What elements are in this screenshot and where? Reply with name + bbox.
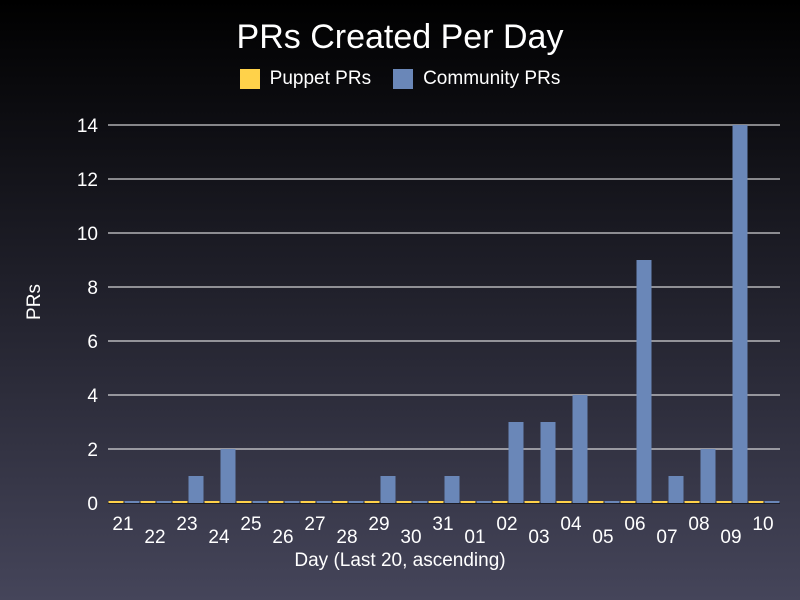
y-tick-label: 6 [87, 332, 98, 353]
y-tick-label: 14 [77, 116, 99, 137]
x-tick-label: 30 [400, 527, 421, 548]
x-tick-label: 03 [528, 527, 549, 548]
x-tick-label: 29 [368, 514, 389, 535]
chart-title: PRs Created Per Day [236, 18, 564, 56]
bar [476, 501, 492, 503]
bar [332, 501, 348, 503]
bar [364, 501, 380, 503]
bar [652, 501, 668, 503]
bar [140, 501, 156, 503]
bar [172, 501, 188, 503]
bar [572, 395, 588, 503]
bar [268, 501, 284, 503]
bar [508, 422, 524, 503]
bar [348, 501, 364, 503]
x-tick-label: 01 [464, 527, 485, 548]
bar [732, 125, 748, 503]
bar [764, 501, 780, 503]
bar [204, 501, 220, 503]
bar [124, 501, 140, 503]
gridlines [108, 124, 780, 504]
x-tick-label: 09 [720, 527, 741, 548]
bar [380, 476, 396, 503]
bar [716, 501, 732, 503]
x-tick-label: 22 [144, 527, 165, 548]
x-tick-label: 26 [272, 527, 293, 548]
bar [668, 476, 684, 503]
y-tick-label: 0 [87, 494, 98, 515]
bar [300, 501, 316, 503]
legend-swatch-community [393, 69, 414, 89]
bar [492, 501, 508, 503]
bar [444, 476, 460, 503]
x-tick-label: 02 [496, 514, 517, 535]
bar [604, 501, 620, 503]
bar [460, 501, 476, 503]
y-tick-label: 10 [77, 224, 98, 245]
x-tick-label: 05 [592, 527, 613, 548]
y-tick-label: 2 [87, 440, 98, 461]
x-tick-label: 25 [240, 514, 261, 535]
legend-item-puppet: Puppet PRs [239, 68, 372, 90]
bar [220, 449, 236, 503]
bar [428, 501, 444, 503]
bar [748, 501, 764, 503]
legend-item-community: Community PRs [393, 68, 560, 90]
legend-label-puppet: Puppet PRs [269, 68, 372, 89]
bar [636, 260, 652, 503]
y-tick-label: 12 [77, 170, 98, 191]
x-tick-label: 21 [112, 514, 133, 535]
x-tick-label: 24 [208, 527, 230, 548]
bar [620, 501, 636, 503]
bar [684, 501, 700, 503]
x-axis-label: Day (Last 20, ascending) [294, 550, 505, 571]
x-tick-label: 27 [304, 514, 325, 535]
bar [396, 501, 412, 503]
x-tick-label: 07 [656, 527, 677, 548]
bar [236, 501, 252, 503]
x-tick-label: 04 [560, 514, 582, 535]
y-axis-ticks: 0 2 4 6 8 10 12 14 [77, 116, 99, 515]
bar [700, 449, 716, 503]
bar [540, 422, 556, 503]
bar [156, 501, 172, 503]
x-tick-label: 10 [752, 514, 773, 535]
bar [524, 501, 540, 503]
bar [412, 501, 428, 503]
x-tick-label: 23 [176, 514, 197, 535]
x-tick-label: 06 [624, 514, 645, 535]
legend-label-community: Community PRs [423, 68, 561, 89]
x-tick-label: 28 [336, 527, 357, 548]
bar [284, 501, 300, 503]
bars [108, 125, 780, 503]
bar [188, 476, 204, 503]
legend-swatch-puppet [239, 69, 260, 89]
y-tick-label: 4 [87, 386, 98, 407]
y-tick-label: 8 [87, 278, 98, 299]
y-axis-label: PRs [24, 284, 45, 320]
chart-legend: Puppet PRs Community PRs [0, 68, 800, 90]
x-axis-ticks: 21 22 23 24 25 26 27 28 29 30 31 01 02 03 04 05 06 07 08 09… [112, 514, 773, 548]
bar [556, 501, 572, 503]
x-tick-label: 08 [688, 514, 709, 535]
bar [588, 501, 604, 503]
bar [316, 501, 332, 503]
bar [108, 501, 124, 503]
x-tick-label: 31 [432, 514, 453, 535]
bar [252, 501, 268, 503]
